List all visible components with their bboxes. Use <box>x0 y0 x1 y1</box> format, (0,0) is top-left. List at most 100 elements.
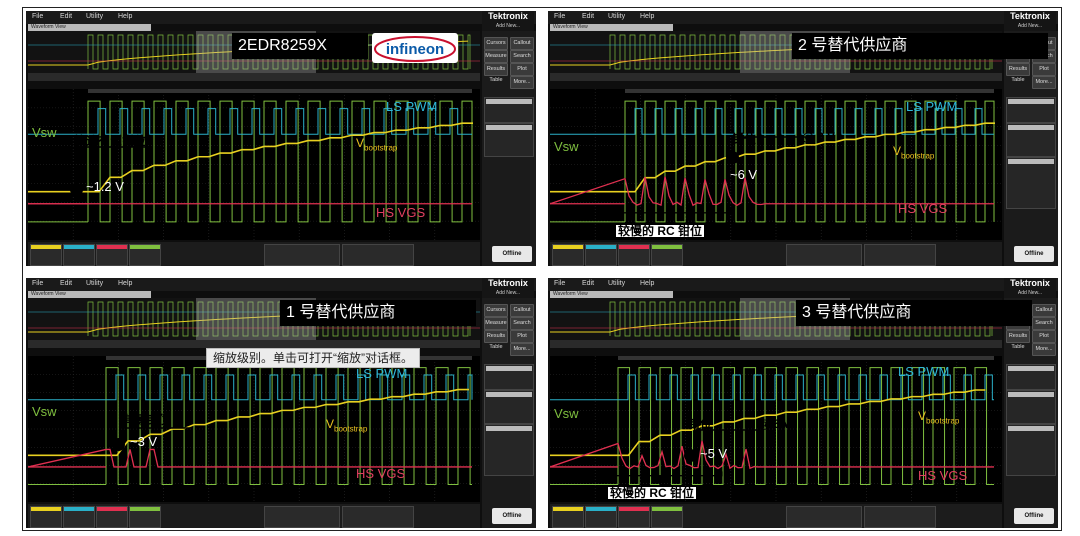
menu-help[interactable]: Help <box>118 280 133 287</box>
sidebar-button-6[interactable]: More... <box>510 343 534 356</box>
hs-vgs-trace <box>28 448 472 468</box>
channel-2-badge[interactable] <box>585 244 617 266</box>
menu-help[interactable]: Help <box>640 280 655 287</box>
measurement-box-1[interactable] <box>484 364 534 390</box>
menu-file[interactable]: File <box>32 13 44 20</box>
measurement-box-2[interactable] <box>484 390 534 424</box>
sidebar-button-5[interactable]: Plot <box>510 63 534 76</box>
offline-button[interactable]: Offline <box>1014 246 1054 262</box>
sidebar-button-6[interactable]: More... <box>1032 76 1056 89</box>
acquisition-box[interactable] <box>264 506 340 528</box>
sidebar-button-3[interactable]: Search <box>510 317 534 330</box>
measurement-box-1[interactable] <box>1006 364 1056 390</box>
sidebar-button-2[interactable]: Measure <box>484 317 508 330</box>
menu-edit[interactable]: Edit <box>60 13 73 20</box>
waveform-plot[interactable] <box>550 89 1002 240</box>
channel-3-badge[interactable] <box>618 244 650 266</box>
channel-2-badge[interactable] <box>63 506 95 528</box>
sidebar-button-4[interactable]: Results Table <box>484 330 508 350</box>
acquisition-box[interactable] <box>264 244 340 266</box>
channel-4-badge[interactable] <box>129 506 161 528</box>
waveform-view-title: Waveform View <box>550 24 673 31</box>
measurement-box-1[interactable] <box>484 97 534 123</box>
zoom-time-bar[interactable] <box>550 340 1002 348</box>
measurement-box-2[interactable] <box>1006 390 1056 424</box>
channel-1-badge[interactable] <box>30 244 62 266</box>
channel-1-badge[interactable] <box>552 244 584 266</box>
sidebar-button-2[interactable]: Measure <box>484 50 508 63</box>
channel-2-badge[interactable] <box>585 506 617 528</box>
waveform-plot[interactable] <box>28 89 480 240</box>
menu-file[interactable]: File <box>554 13 566 20</box>
cursor-readout-box[interactable] <box>1006 424 1056 476</box>
sidebar-button-0[interactable]: Cursors <box>484 37 508 50</box>
menu-file[interactable]: File <box>554 280 566 287</box>
cursor-readout-box[interactable] <box>1006 157 1056 209</box>
sidebar-button-1[interactable]: Callout <box>510 304 534 317</box>
menu-edit[interactable]: Edit <box>582 13 595 20</box>
waveform-plot[interactable] <box>28 356 480 502</box>
sidebar-button-5[interactable]: Plot <box>1032 63 1056 76</box>
horizontal-settings[interactable] <box>342 506 414 528</box>
menu-bar: File Edit Utility Help <box>548 278 1058 291</box>
channel-3-badge[interactable] <box>96 244 128 266</box>
vsw-label: Vsw <box>554 139 579 154</box>
sidebar-button-5[interactable]: Plot <box>510 330 534 343</box>
measurement-box-1[interactable] <box>1006 97 1056 123</box>
waveform-plot[interactable] <box>550 356 1002 502</box>
sidebar-button-1[interactable]: Callout <box>1032 304 1056 317</box>
menu-help[interactable]: Help <box>118 13 133 20</box>
zoom-time-bar[interactable] <box>28 73 480 81</box>
vsw-trace <box>624 100 995 223</box>
vsw-trace <box>617 367 994 485</box>
offline-button[interactable]: Offline <box>492 508 532 524</box>
cursor-readout-box[interactable] <box>484 424 534 476</box>
menu-edit[interactable]: Edit <box>582 280 595 287</box>
channel-4-badge[interactable] <box>651 244 683 266</box>
tektronix-logo[interactable]: Tektronix Add New... <box>482 11 534 31</box>
waveform-view-title: Waveform View <box>28 24 151 31</box>
offline-button[interactable]: Offline <box>492 246 532 262</box>
sidebar-button-4[interactable]: Results Table <box>1006 330 1030 350</box>
menu-utility[interactable]: Utility <box>608 13 626 20</box>
sidebar-button-0[interactable]: Cursors <box>484 304 508 317</box>
sidebar-button-6[interactable]: More... <box>510 76 534 89</box>
measurement-box-2[interactable] <box>1006 123 1056 157</box>
sidebar-button-4[interactable]: Results Table <box>484 63 508 83</box>
hs-vgs-label: HS VGS <box>898 201 948 216</box>
horizontal-settings[interactable] <box>864 244 936 266</box>
horizontal-settings[interactable] <box>864 506 936 528</box>
hs-vgs-label: HS VGS <box>376 205 426 220</box>
channel-1-badge[interactable] <box>552 506 584 528</box>
sidebar-button-5[interactable]: Plot <box>1032 330 1056 343</box>
offline-button[interactable]: Offline <box>1014 508 1054 524</box>
channel-2-badge[interactable] <box>63 244 95 266</box>
menu-file[interactable]: File <box>32 280 44 287</box>
tektronix-logo[interactable]: Tektronix Add New... <box>1004 278 1056 298</box>
horizontal-settings[interactable] <box>342 244 414 266</box>
channel-1-badge[interactable] <box>30 506 62 528</box>
menu-utility[interactable]: Utility <box>608 280 626 287</box>
zoom-time-bar[interactable] <box>550 73 1002 81</box>
sidebar-button-1[interactable]: Callout <box>510 37 534 50</box>
measurement-box-2[interactable] <box>484 123 534 157</box>
menu-utility[interactable]: Utility <box>86 13 104 20</box>
zoom-time-bar[interactable] <box>28 340 480 348</box>
channel-3-badge[interactable] <box>96 506 128 528</box>
sidebar-button-6[interactable]: More... <box>1032 343 1056 356</box>
acquisition-box[interactable] <box>786 506 862 528</box>
acquisition-box[interactable] <box>786 244 862 266</box>
menu-utility[interactable]: Utility <box>86 280 104 287</box>
vbootstrap-label: Vbootstrap <box>326 417 368 434</box>
sidebar-button-4[interactable]: Results Table <box>1006 63 1030 83</box>
menu-help[interactable]: Help <box>640 13 655 20</box>
sidebar-button-3[interactable]: Search <box>1032 317 1056 330</box>
channel-4-badge[interactable] <box>129 244 161 266</box>
svg-text:infineon: infineon <box>386 41 444 58</box>
tektronix-logo[interactable]: Tektronix Add New... <box>1004 11 1056 31</box>
tektronix-logo[interactable]: Tektronix Add New... <box>482 278 534 298</box>
sidebar-button-3[interactable]: Search <box>510 50 534 63</box>
channel-3-badge[interactable] <box>618 506 650 528</box>
channel-4-badge[interactable] <box>651 506 683 528</box>
menu-edit[interactable]: Edit <box>60 280 73 287</box>
